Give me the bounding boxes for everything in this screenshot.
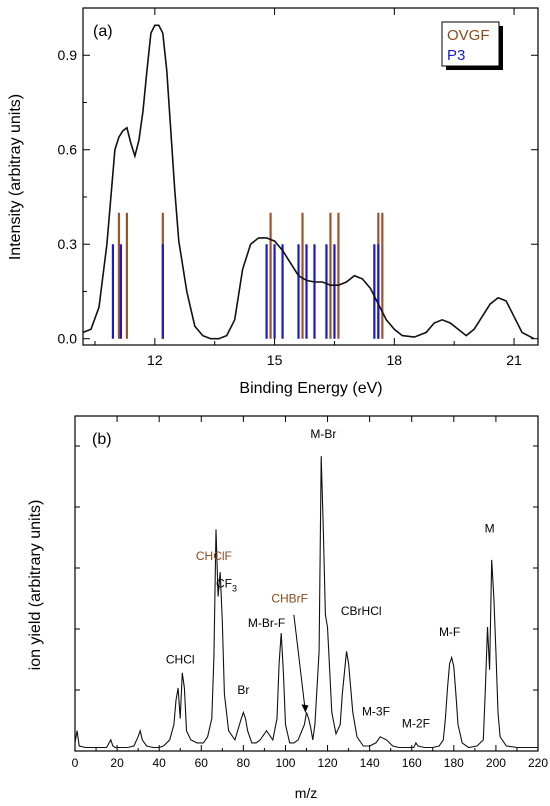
panel-a: (a) 12 15 18 21 0.0 0.3 0.6 0.9 OVGF P3 Binding… xyxy=(7,7,539,397)
panel-b-x-tick-label: 100 xyxy=(275,756,295,770)
panel-a-x-tick-label: 21 xyxy=(506,352,522,368)
peak-label: M-Br-F xyxy=(248,616,285,630)
panel-b-x-axis-label: m/z xyxy=(295,785,318,801)
panel-a-ticks: 12 15 18 21 0.0 0.3 0.6 0.9 xyxy=(58,8,538,368)
peak-label: CHCl xyxy=(166,653,195,667)
peak-label: CBrHCl xyxy=(341,604,382,618)
panel-a-y-axis-label: Intensity (arbitray units) xyxy=(7,94,24,260)
panel-a-y-tick-label: 0.0 xyxy=(58,331,78,347)
legend-ovgf: OVGF xyxy=(447,27,490,44)
panel-b-y-axis-label: ion yield (arbitrary units) xyxy=(27,500,44,671)
panel-a-x-tick-label: 18 xyxy=(387,352,403,368)
panel-a-theory-sticks xyxy=(111,212,384,339)
panel-a-frame xyxy=(82,7,539,346)
panel-a-legend: OVGF P3 xyxy=(441,21,503,70)
panel-b-x-tick-label: 180 xyxy=(444,756,464,770)
panel-b-x-tick-label: 200 xyxy=(486,756,506,770)
panel-a-x-axis-label: Binding Energy (eV) xyxy=(239,380,382,397)
legend-p3: P3 xyxy=(447,47,465,64)
panel-b-x-tick-label: 120 xyxy=(318,756,338,770)
legend-box xyxy=(441,21,500,67)
peak-label: CF3 xyxy=(216,576,237,593)
panel-b-x-tick-label: 160 xyxy=(402,756,422,770)
panel-a-x-tick-label: 15 xyxy=(267,352,283,368)
panel-a-y-tick-label: 0.9 xyxy=(58,47,78,63)
peak-label: Br xyxy=(237,683,249,697)
peak-label: CHBrF xyxy=(271,592,308,606)
peak-label: M-3F xyxy=(362,704,390,718)
panel-b-label: (b) xyxy=(92,431,112,448)
panel-a-label: (a) xyxy=(93,23,113,40)
panel-a-spectrum-line xyxy=(82,24,535,340)
peak-label: M xyxy=(485,521,495,535)
chbrf-arrow-line xyxy=(293,614,306,713)
panel-b-ticks: 0 20 40 60 80 100 120 140 160 180 200 220 xyxy=(72,416,548,770)
peak-label: M-Br xyxy=(310,427,336,441)
panel-b-x-tick-label: 20 xyxy=(110,756,124,770)
peak-label: CHClF xyxy=(196,549,232,563)
panel-b: (b) 0 20 40 60 80 100 120 140 160 180 200 220 CHClC… xyxy=(27,415,548,801)
panel-a-y-tick-label: 0.3 xyxy=(58,236,78,252)
panel-b-x-tick-label: 40 xyxy=(153,756,167,770)
panel-b-frame xyxy=(74,415,539,752)
peak-label: M-F xyxy=(439,625,460,639)
panel-b-x-tick-label: 140 xyxy=(360,756,380,770)
panel-a-y-tick-label: 0.6 xyxy=(58,142,78,158)
panel-b-mass-spectrum-line xyxy=(74,456,538,749)
panel-a-x-tick-label: 12 xyxy=(147,352,163,368)
panel-b-x-tick-label: 0 xyxy=(72,756,79,770)
panel-b-x-tick-label: 60 xyxy=(195,756,209,770)
peak-label: M-2F xyxy=(402,717,430,731)
panel-b-x-tick-label: 220 xyxy=(528,756,548,770)
panel-b-annotations: CHCl CHClF CF3 Br M-Br-F CHBrF M-Br CBrHCl M-3F M… xyxy=(166,427,495,731)
panel-b-x-tick-label: 80 xyxy=(237,756,251,770)
chbrf-arrow-head xyxy=(301,704,309,713)
